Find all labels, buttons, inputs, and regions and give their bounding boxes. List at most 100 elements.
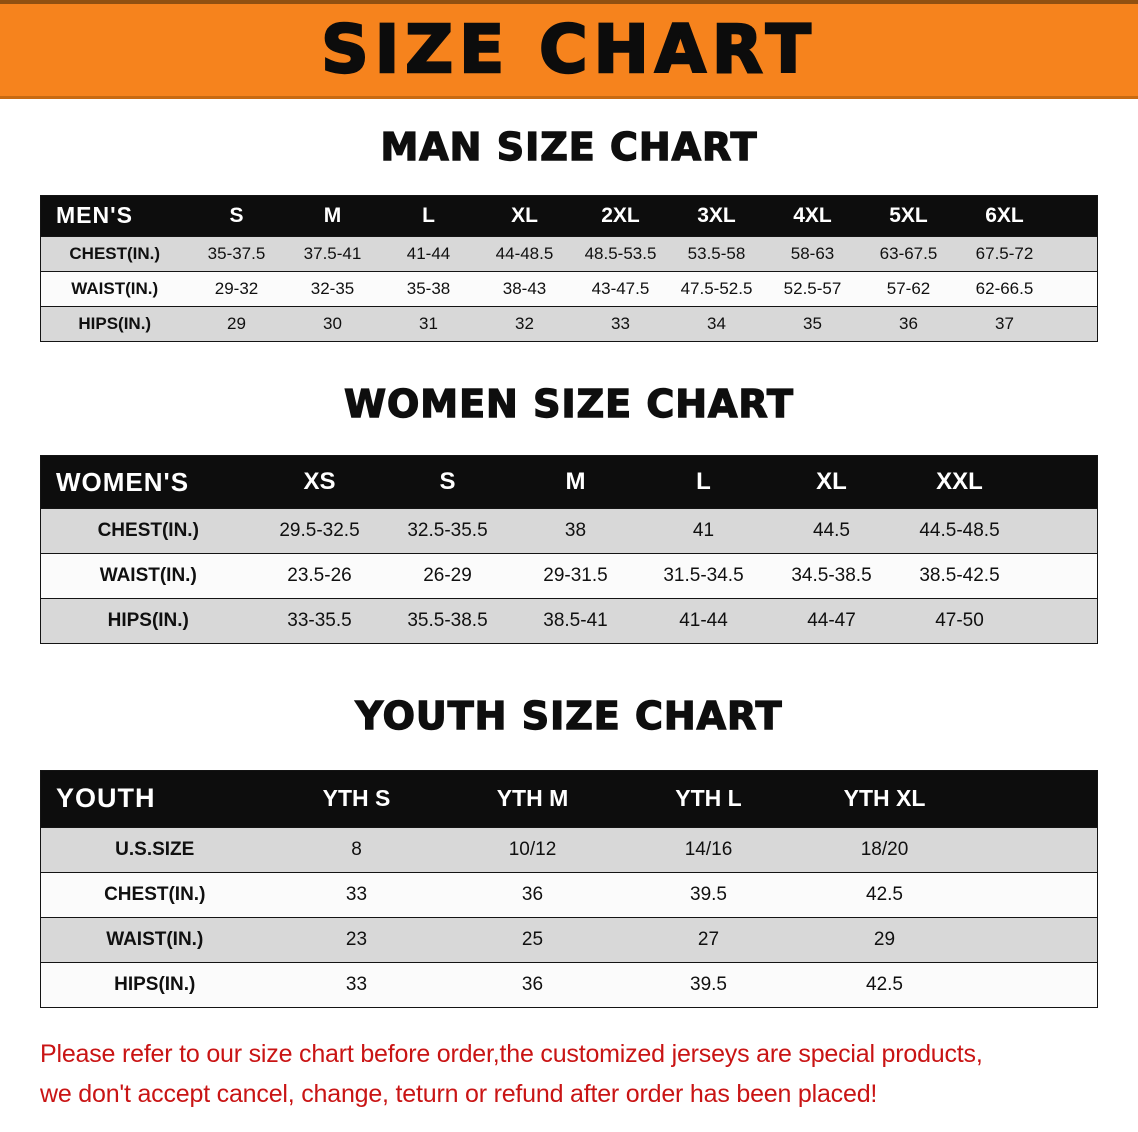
row-label: WAIST(IN.): [40, 270, 189, 307]
youth-section-heading: YOUTH SIZE CHART: [355, 693, 783, 739]
size-value: 57-62: [860, 270, 957, 307]
banner-title: SIZE CHART: [320, 10, 817, 88]
row-label: CHEST(IN.): [40, 508, 256, 554]
size-column-header: L: [639, 455, 768, 509]
row-spacer-cell: [972, 916, 1098, 963]
size-value: 14/16: [620, 826, 797, 873]
header-spacer-cell: [1052, 195, 1098, 237]
size-column-header: XL: [767, 455, 896, 509]
size-value: 35.5-38.5: [383, 598, 512, 644]
size-value: 47-50: [895, 598, 1024, 644]
size-value: 29-32: [188, 270, 285, 307]
size-value: 29: [796, 916, 973, 963]
header-spacer-cell: [1023, 455, 1098, 509]
size-value: 18/20: [796, 826, 973, 873]
row-label: WAIST(IN.): [40, 916, 269, 963]
row-spacer-cell: [972, 871, 1098, 918]
size-column-header: XS: [255, 455, 384, 509]
women-section-heading: WOMEN SIZE CHART: [343, 381, 794, 426]
table-header-row: WOMEN'S XS S M L XL XXL: [40, 455, 1098, 509]
size-value: 38.5-42.5: [895, 553, 1024, 599]
size-value: 26-29: [383, 553, 512, 599]
youth-size-table: YOUTH YTH S YTH M YTH L YTH XL U.S.SIZE 8 10/12…: [40, 769, 1098, 1008]
size-column-header: YTH L: [620, 770, 797, 828]
size-table: WOMEN'S XS S M L XL XXL CHEST(IN.) 29.5-32.5 32.5…: [40, 455, 1098, 645]
size-value: 23: [268, 916, 445, 963]
men-size-section: MAN SIZE CHART MEN'S S M L XL 2XL 3XL 4XL 5XL 6XL…: [0, 99, 1138, 342]
size-value: 41: [639, 508, 768, 554]
size-value: 38-43: [476, 270, 573, 307]
size-column-header: 4XL: [764, 195, 861, 237]
size-value: 23.5-26: [255, 553, 384, 599]
size-column-header: M: [284, 195, 381, 237]
table-row: HIPS(IN.) 29 30 31 32 33 34 35 36 37: [40, 305, 1098, 342]
size-value: 8: [268, 826, 445, 873]
size-value: 44.5: [767, 508, 896, 554]
size-value: 31: [380, 305, 477, 342]
row-label: CHEST(IN.): [40, 235, 189, 272]
size-value: 42.5: [796, 961, 973, 1008]
table-row: CHEST(IN.) 29.5-32.5 32.5-35.5 38 41 44.5 44.5…: [40, 508, 1098, 554]
men-size-table: MEN'S S M L XL 2XL 3XL 4XL 5XL 6XL CHEST(IN.) 35-37…: [40, 194, 1098, 342]
disclaimer: Please refer to our size chart before or…: [40, 1034, 1138, 1114]
disclaimer-line-2: we don't accept cancel, change, teturn o…: [40, 1079, 878, 1108]
size-value: 48.5-53.5: [572, 235, 669, 272]
size-value: 44-48.5: [476, 235, 573, 272]
size-column-header: YTH S: [268, 770, 445, 828]
row-spacer-cell: [972, 961, 1098, 1008]
size-value: 29: [188, 305, 285, 342]
size-value: 37: [956, 305, 1053, 342]
size-value: 63-67.5: [860, 235, 957, 272]
size-column-header: 5XL: [860, 195, 957, 237]
size-value: 36: [444, 871, 621, 918]
size-value: 44.5-48.5: [895, 508, 1024, 554]
size-value: 27: [620, 916, 797, 963]
size-column-header: L: [380, 195, 477, 237]
size-column-header: 3XL: [668, 195, 765, 237]
table-corner-label: YOUTH: [40, 770, 269, 828]
size-value: 30: [284, 305, 381, 342]
table-header-row: YOUTH YTH S YTH M YTH L YTH XL: [40, 770, 1098, 828]
size-value: 62-66.5: [956, 270, 1053, 307]
size-value: 35-37.5: [188, 235, 285, 272]
size-chart-banner: SIZE CHART: [0, 0, 1138, 99]
size-value: 38.5-41: [511, 598, 640, 644]
size-table: YOUTH YTH S YTH M YTH L YTH XL U.S.SIZE 8 10/12…: [40, 769, 1098, 1008]
table-header-row: MEN'S S M L XL 2XL 3XL 4XL 5XL 6XL: [40, 195, 1098, 237]
size-value: 41-44: [639, 598, 768, 644]
size-value: 33: [572, 305, 669, 342]
table-row: U.S.SIZE 8 10/12 14/16 18/20: [40, 826, 1098, 873]
size-value: 32: [476, 305, 573, 342]
row-spacer-cell: [1052, 270, 1098, 307]
size-column-header: YTH XL: [796, 770, 973, 828]
row-label: HIPS(IN.): [40, 961, 269, 1008]
men-section-heading: MAN SIZE CHART: [380, 124, 758, 169]
size-column-header: S: [188, 195, 285, 237]
table-corner-label: MEN'S: [40, 195, 189, 237]
size-value: 32-35: [284, 270, 381, 307]
size-value: 36: [860, 305, 957, 342]
size-value: 10/12: [444, 826, 621, 873]
size-column-header: 6XL: [956, 195, 1053, 237]
row-label: WAIST(IN.): [40, 553, 256, 599]
size-value: 52.5-57: [764, 270, 861, 307]
size-column-header: M: [511, 455, 640, 509]
table-row: WAIST(IN.) 23.5-26 26-29 29-31.5 31.5-34.5 34…: [40, 553, 1098, 599]
size-value: 39.5: [620, 871, 797, 918]
row-label: CHEST(IN.): [40, 871, 269, 918]
table-row: WAIST(IN.) 23 25 27 29: [40, 916, 1098, 963]
size-value: 41-44: [380, 235, 477, 272]
row-label: HIPS(IN.): [40, 598, 256, 644]
size-column-header: S: [383, 455, 512, 509]
size-column-header: XXL: [895, 455, 1024, 509]
size-value: 25: [444, 916, 621, 963]
size-value: 33-35.5: [255, 598, 384, 644]
size-value: 39.5: [620, 961, 797, 1008]
size-value: 38: [511, 508, 640, 554]
table-row: HIPS(IN.) 33 36 39.5 42.5: [40, 961, 1098, 1008]
row-spacer-cell: [1023, 508, 1098, 554]
row-label: U.S.SIZE: [40, 826, 269, 873]
header-spacer-cell: [972, 770, 1098, 828]
size-value: 35-38: [380, 270, 477, 307]
size-column-header: XL: [476, 195, 573, 237]
